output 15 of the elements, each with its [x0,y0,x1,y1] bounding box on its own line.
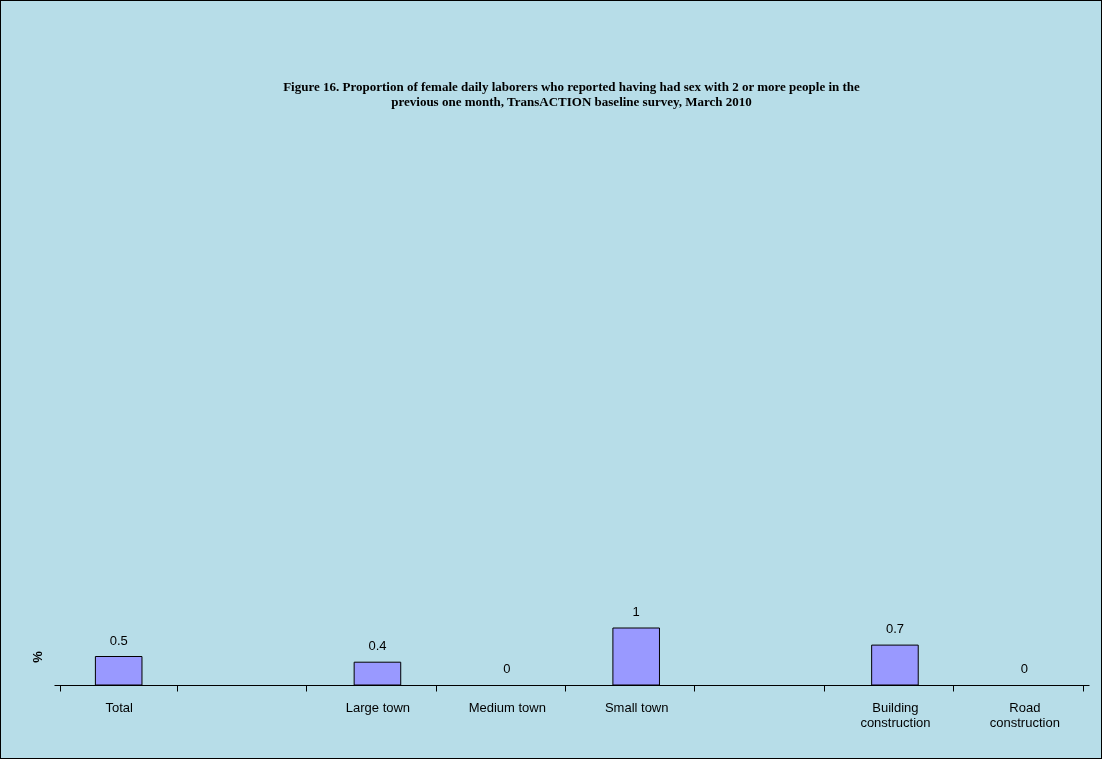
data-label: 1 [632,604,640,619]
data-label: 0 [503,661,511,676]
text: Figure 16. Proportion of female daily laborers who reported having had sex with 2 or more people in the [283,79,860,94]
x-tick-label: Large town [345,699,411,715]
x-tick-label: Road construction [989,699,1060,730]
x-tick-label: Total [105,699,134,715]
text: previous one month, TransACTION baseline survey, March 2010 [391,94,752,109]
x-tick-label: Medium town [468,699,546,715]
x-tick-label: Building construction [860,699,931,730]
data-label: 0 [1020,661,1028,676]
y-axis-title: % [29,650,45,663]
data-label: 0.5 [109,632,128,648]
x-tick-label: Small town [604,699,669,715]
data-label: 0.4 [368,638,387,654]
data-label: 0.7 [885,621,904,637]
